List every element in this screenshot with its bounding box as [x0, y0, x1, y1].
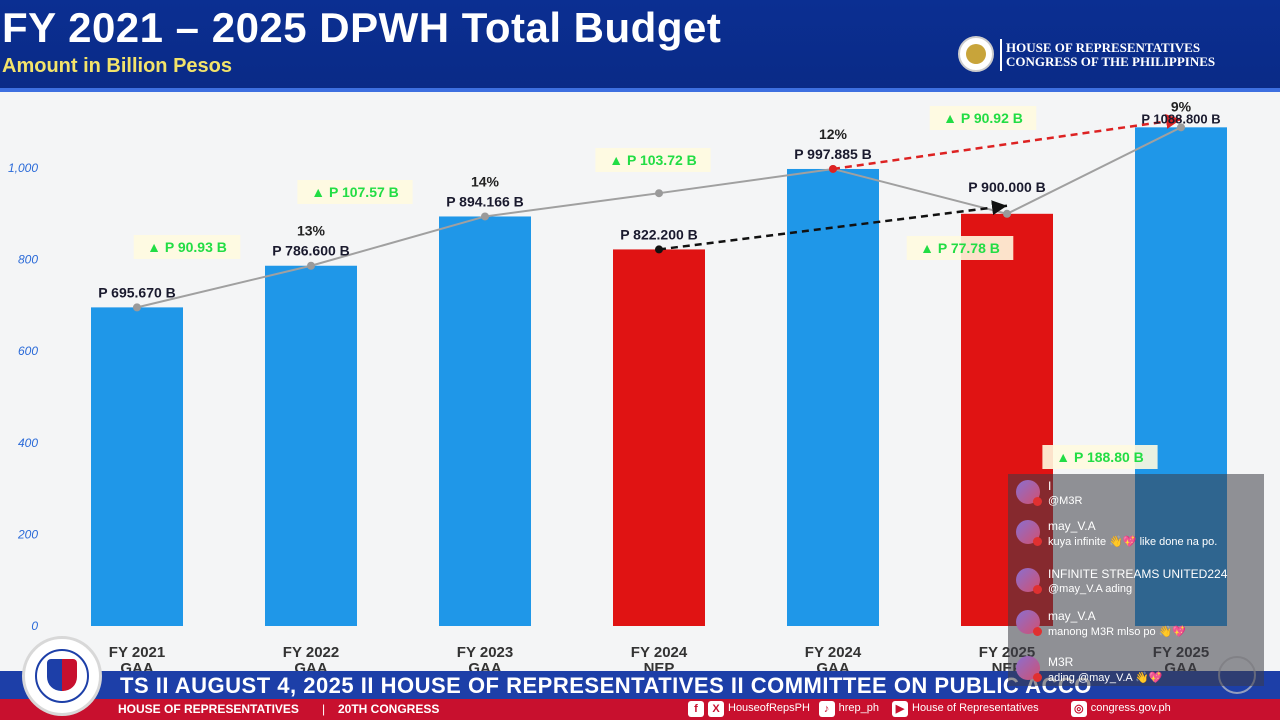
increase-callout-box [929, 106, 1037, 130]
x-tick-label: FY 2021 [109, 644, 165, 661]
arrow-start-point [655, 245, 663, 254]
increase-callout: ▲ P 103.72 B [609, 152, 697, 168]
facebook-icon[interactable]: f [688, 701, 704, 717]
org-name-line2: CONGRESS OF THE PHILIPPINES [1006, 54, 1216, 69]
platform-badge-icon [1033, 673, 1042, 682]
platform-badge-icon [1033, 497, 1042, 506]
chat-username: may_V.A [1048, 609, 1096, 623]
increase-callout: ▲ P 90.93 B [147, 239, 227, 255]
slide-title: FY 2021 – 2025 DPWH Total Budget [2, 4, 722, 51]
footer-bar: HOUSE OF REPRESENTATIVES | 20TH CONGRESS… [0, 699, 1280, 720]
ticker-text: TS II AUGUST 4, 2025 II HOUSE OF REPRESE… [120, 673, 1092, 698]
chat-text: @M3R [1048, 495, 1083, 507]
chat-username: M3R [1048, 655, 1074, 669]
youtube-icon[interactable]: ▶ [892, 701, 908, 717]
growth-percent-label: 13% [297, 223, 326, 239]
x-tick-label: GAA [294, 660, 328, 671]
social-handle[interactable]: congress.gov.ph [1090, 702, 1171, 714]
x-tick-label: FY 2023 [457, 644, 513, 661]
comparison-arrow [832, 114, 1182, 171]
tiktok-icon[interactable]: ♪ [818, 701, 835, 717]
chat-username: I [1048, 479, 1052, 493]
chat-text: @may_V.A ading [1048, 583, 1133, 595]
y-tick-label: 400 [18, 436, 38, 450]
y-tick-label: 600 [18, 344, 38, 358]
value-label: P 822.200 B [620, 226, 698, 242]
x-tick-label: FY 2024 [631, 644, 688, 661]
x-tick-label: NEP [644, 660, 675, 671]
chat-username: INFINITE STREAMS UNITED224 [1048, 567, 1228, 581]
web-icon[interactable]: ◎ [1070, 701, 1087, 717]
chat-username: may_V.A [1048, 519, 1096, 533]
social-handle[interactable]: hrep_ph [838, 702, 879, 714]
chat-text: kuya infinite 👋💖 like done na po. [1048, 536, 1218, 548]
footer-house-label: HOUSE OF REPRESENTATIVES [118, 702, 299, 716]
y-tick-label: 800 [18, 253, 38, 267]
house-seal-icon [958, 36, 994, 72]
x-tick-label: NEP [992, 660, 1023, 671]
value-label: P 786.600 B [272, 243, 350, 259]
comparison-arrow [658, 200, 1008, 251]
arrow-start-point [829, 164, 837, 173]
x-tick-label: FY 2024 [805, 644, 862, 661]
social-handle[interactable]: House of Representatives [912, 702, 1039, 714]
bar [91, 307, 183, 626]
increase-callout-box [595, 148, 711, 172]
trend-point [1003, 209, 1011, 218]
increase-callout: ▲ P 188.80 B [1056, 449, 1144, 465]
value-label: P 695.670 B [98, 284, 176, 300]
x-tick-label: FY 2022 [283, 644, 339, 661]
platform-badge-icon [1033, 585, 1042, 594]
value-label: P 997.885 B [794, 146, 872, 162]
slide-header: FY 2021 – 2025 DPWH Total Budget Amount … [0, 0, 1280, 92]
growth-percent-label: 14% [471, 173, 500, 189]
bar [439, 216, 531, 626]
avatar-icon[interactable] [1016, 480, 1042, 506]
y-tick-label: 200 [17, 527, 38, 541]
trend-point [307, 261, 315, 270]
x-tick-label: GAA [468, 660, 502, 671]
trend-point [481, 212, 489, 221]
value-label: P 1088.800 B [1141, 111, 1220, 126]
slide-subtitle: Amount in Billion Pesos [2, 55, 233, 77]
avatar-icon[interactable] [1016, 610, 1042, 636]
increase-callout-box [297, 180, 413, 204]
footer-separator: | [322, 702, 326, 716]
increase-callout: ▲ P 107.57 B [311, 184, 399, 200]
chat-text: manong M3R mlso po 👋💖 [1048, 626, 1187, 638]
org-name-line1: HOUSE OF REPRESENTATIVES [1006, 40, 1201, 55]
header-rule [0, 88, 1280, 92]
house-seal-logo-icon [22, 636, 102, 716]
platform-badge-icon [1033, 627, 1042, 636]
trend-point [133, 303, 141, 312]
avatar-icon[interactable] [1016, 520, 1042, 546]
value-label: P 894.166 B [446, 193, 524, 209]
bar [613, 249, 705, 626]
bar [787, 168, 879, 626]
increase-callout: ▲ P 77.78 B [920, 240, 1000, 256]
y-tick-label: 1,000 [8, 161, 38, 175]
x-tick-label: GAA [120, 660, 154, 671]
footer-congress-label: 20TH CONGRESS [338, 702, 440, 716]
y-tick-label: 0 [31, 619, 38, 633]
avatar-icon[interactable] [1016, 656, 1042, 682]
x-icon[interactable]: X [708, 701, 724, 717]
trend-point [655, 189, 663, 198]
social-handle[interactable]: HouseofRepsPH [728, 702, 810, 714]
growth-percent-label: 12% [819, 126, 848, 142]
live-chat-overlay: I @M3R may_V.A kuya infinite 👋💖 like done n… [1008, 474, 1264, 686]
increase-callout-box [906, 236, 1014, 260]
chat-text: ading @may_V.A 👋💖 [1048, 672, 1163, 684]
platform-badge-icon [1033, 537, 1042, 546]
bar [265, 265, 357, 626]
increase-callout: ▲ P 90.92 B [943, 110, 1023, 126]
increase-callout-box [1042, 445, 1158, 469]
value-label: P 900.000 B [968, 179, 1046, 195]
x-tick-label: GAA [816, 660, 850, 671]
increase-callout-box [133, 235, 241, 259]
growth-percent-label: 9% [1171, 98, 1192, 114]
logo-divider [1000, 39, 1002, 71]
avatar-icon[interactable] [1016, 568, 1042, 594]
